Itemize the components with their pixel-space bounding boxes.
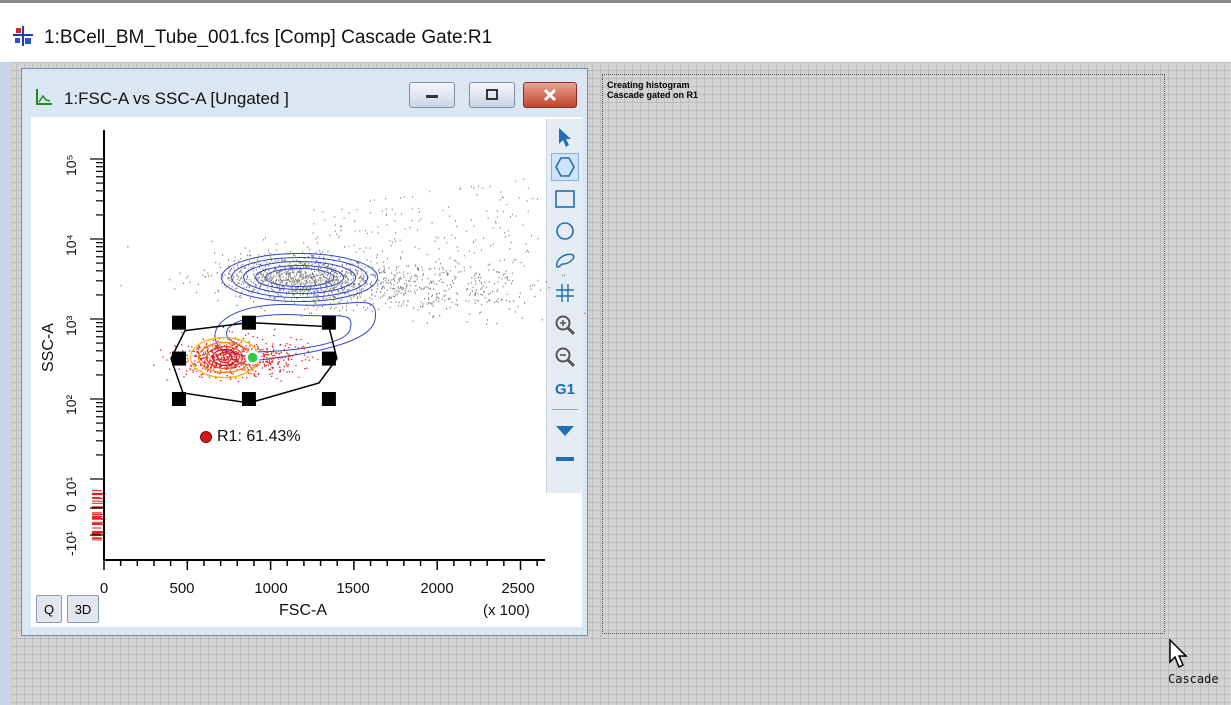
freehand-gate-tool[interactable] [551, 247, 579, 275]
y-tick-100: 10² [63, 394, 79, 415]
zoom-out-tool[interactable] [551, 343, 579, 371]
gate-stat-text: R1: 61.43% [217, 428, 301, 445]
left-panel-strip [0, 62, 10, 705]
x-tick-2500: 2500 [501, 580, 535, 597]
toolbar-divider [552, 409, 578, 410]
maximize-icon [486, 89, 498, 100]
annotation-line: Creating histogram [607, 80, 690, 90]
maximize-button[interactable] [469, 82, 515, 108]
histogram-plot-icon [36, 89, 52, 105]
expand-arrow-icon [556, 426, 574, 436]
x-tick-500: 500 [169, 580, 195, 597]
expand-arrow-tool[interactable] [551, 417, 579, 445]
window-top-border [0, 0, 1231, 3]
app-title-bar: 1:BCell_BM_Tube_001.fcs [Comp] Cascade G… [0, 3, 1231, 62]
gate-toolbar: G1 [546, 119, 583, 493]
g1-gate-icon[interactable]: G1 [554, 380, 575, 398]
rectangle-gate-tool[interactable] [551, 185, 579, 213]
minimize-button[interactable] [409, 82, 455, 108]
x-tick-0: 0 [99, 580, 109, 597]
polygon-gate-icon [555, 157, 575, 177]
arrow-pointer-tool[interactable] [551, 123, 579, 151]
y-tick-10: 10¹ [63, 476, 79, 497]
arrow-pointer-icon [559, 128, 571, 147]
x-tick-2000: 2000 [420, 580, 454, 597]
zoom-in-icon [555, 315, 576, 336]
plot-layout-icon [13, 26, 33, 46]
ellipse-gate-icon [556, 222, 574, 240]
rectangle-gate-icon [555, 190, 575, 208]
y-axis-label: SSC-A [40, 323, 57, 372]
minimize-icon [426, 95, 438, 98]
plot-window-title: 1:FSC-A vs SSC-A [Ungated ] [64, 89, 289, 108]
annotation-frame[interactable] [602, 74, 1165, 634]
annotation-text: Creating histogram Cascade gated on R1 [607, 80, 698, 100]
zoom-out-icon [555, 347, 576, 368]
x-axis-label: FSC-A [279, 602, 327, 619]
3d-view-button[interactable]: 3D [67, 595, 99, 623]
x-tick-1000: 1000 [254, 580, 288, 597]
close-icon [543, 88, 557, 102]
quadrant-gate-icon [556, 284, 574, 302]
plot-window[interactable]: 1:FSC-A vs SSC-A [Ungated ] [21, 68, 588, 636]
ellipse-gate-tool[interactable] [551, 217, 579, 245]
annotation-line: Cascade gated on R1 [607, 90, 699, 100]
polygon-gate-tool[interactable] [551, 153, 579, 181]
y-tick-10000: 10⁴ [63, 234, 79, 256]
y-tick-0: 0 [63, 504, 79, 512]
collapse-tool[interactable] [551, 445, 579, 473]
plot-area[interactable] [31, 117, 582, 627]
cursor-label: Cascade [1168, 672, 1219, 686]
zoom-in-tool[interactable] [551, 311, 579, 339]
y-tick-100000: 10⁵ [63, 154, 79, 176]
quadrant-gate-tool[interactable] [551, 279, 579, 307]
quadrant-stats-button[interactable]: Q [36, 595, 62, 623]
x-axis-multiplier: (x 100) [483, 602, 530, 619]
freehand-gate-icon [556, 253, 575, 268]
gate-stat-label[interactable]: R1: 61.43% [200, 428, 301, 446]
mouse-cursor-icon [1169, 638, 1188, 669]
collapse-icon [556, 457, 574, 461]
y-tick-neg10: -10¹ [63, 531, 79, 556]
y-tick-1000: 10³ [63, 315, 79, 336]
app-title: 1:BCell_BM_Tube_001.fcs [Comp] Cascade G… [44, 27, 493, 48]
gate-color-dot [200, 431, 212, 443]
x-tick-1500: 1500 [336, 580, 370, 597]
close-button[interactable] [523, 82, 577, 108]
